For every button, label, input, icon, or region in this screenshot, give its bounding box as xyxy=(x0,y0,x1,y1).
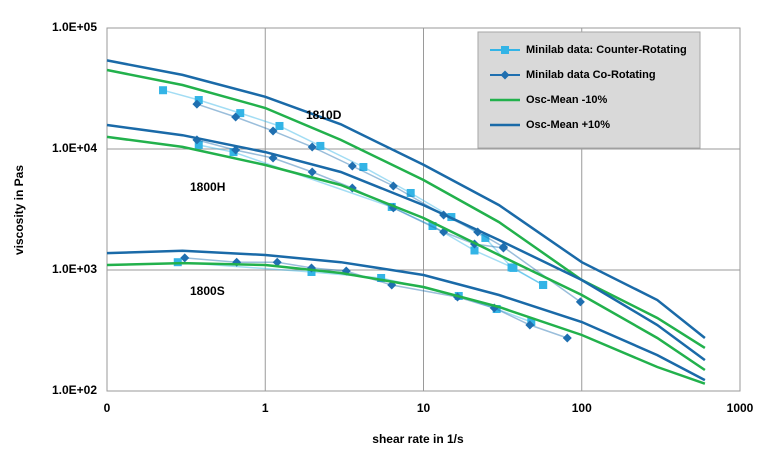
diamond-marker xyxy=(347,161,357,171)
series-line xyxy=(106,68,706,349)
square-marker xyxy=(359,162,368,171)
annotation: 1800H xyxy=(190,180,225,194)
series-line xyxy=(106,135,706,372)
square-marker xyxy=(236,109,245,118)
square-marker xyxy=(194,140,203,149)
series-line xyxy=(106,249,706,382)
y-tick-label: 1.0E+02 xyxy=(52,383,97,397)
square-marker xyxy=(509,263,518,272)
diamond-marker xyxy=(307,142,317,152)
x-tick-label: 1000 xyxy=(727,401,754,415)
diamond-marker xyxy=(231,145,241,155)
annotation: 1810D xyxy=(306,108,342,122)
square-marker xyxy=(377,273,386,282)
y-axis-label: viscosity in Pas xyxy=(12,165,26,255)
series-line xyxy=(106,261,706,385)
legend-label: Minilab data: Counter-Rotating xyxy=(526,44,687,56)
y-tick-label: 1.0E+03 xyxy=(52,262,97,276)
legend-label: Minilab data Co-Rotating xyxy=(526,69,656,81)
legend-box xyxy=(477,31,701,149)
diamond-marker xyxy=(562,333,572,343)
square-marker xyxy=(316,141,325,150)
x-tick-label: 100 xyxy=(572,401,592,415)
square-marker xyxy=(194,96,203,105)
square-marker xyxy=(527,317,536,326)
square-marker xyxy=(470,246,479,255)
x-axis-label: shear rate in 1/s xyxy=(372,432,464,446)
series-line xyxy=(177,261,532,323)
legend-label: Osc-Mean +10% xyxy=(526,119,610,131)
diamond-marker xyxy=(498,243,508,253)
series-line xyxy=(196,103,581,303)
series-line xyxy=(106,123,706,362)
legend-label: Osc-Mean -10% xyxy=(526,94,608,106)
diamond-marker xyxy=(192,99,202,109)
x-tick-label: 1 xyxy=(262,401,269,415)
square-marker xyxy=(481,233,490,242)
legend: Minilab data: Counter-Rotating Minilab da… xyxy=(477,31,701,149)
x-tick-label: 0 xyxy=(104,401,111,415)
diamond-marker xyxy=(575,297,585,307)
y-tick-label: 1.0E+04 xyxy=(52,141,97,155)
plot-frame xyxy=(106,27,741,392)
square-marker xyxy=(406,188,415,197)
square-marker xyxy=(159,86,168,95)
diamond-marker xyxy=(231,112,241,122)
diamond-marker xyxy=(500,70,510,80)
diamond-marker xyxy=(268,126,278,136)
square-marker xyxy=(501,46,509,54)
annotation: 1800S xyxy=(190,284,225,298)
diamond-marker xyxy=(388,181,398,191)
square-marker xyxy=(428,222,437,231)
square-marker xyxy=(275,121,284,130)
x-tick-label: 10 xyxy=(417,401,431,415)
diamond-marker xyxy=(307,167,317,177)
diamond-marker xyxy=(272,257,282,267)
y-tick-label: 1.0E+05 xyxy=(52,20,97,34)
diamond-marker xyxy=(180,253,190,263)
series-line xyxy=(106,59,706,339)
diamond-marker xyxy=(525,320,535,330)
square-marker xyxy=(539,280,548,289)
